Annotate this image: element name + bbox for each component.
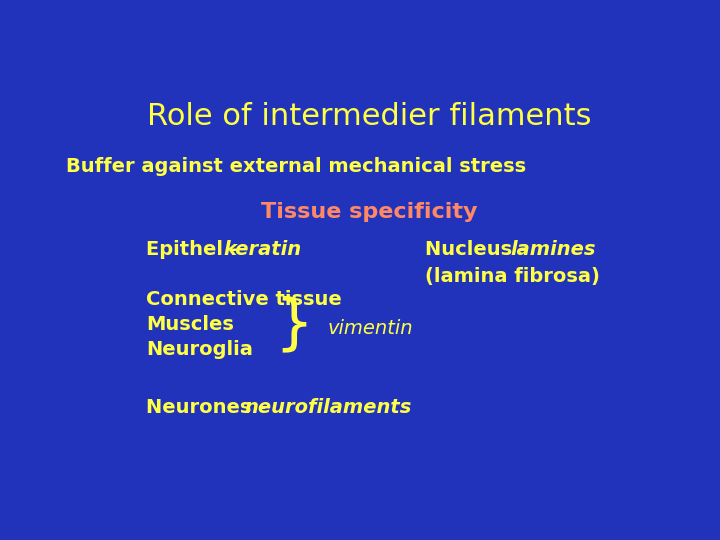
Text: (lamina fibrosa): (lamina fibrosa) <box>425 267 600 286</box>
Text: vimentin: vimentin <box>327 319 413 339</box>
Text: Role of intermedier filaments: Role of intermedier filaments <box>147 102 591 131</box>
Text: Epithel –: Epithel – <box>145 240 246 259</box>
Text: }: } <box>274 295 313 354</box>
Text: lamines: lamines <box>510 240 595 259</box>
Text: neurofilaments: neurofilaments <box>244 399 412 417</box>
Text: Tissue specificity: Tissue specificity <box>261 202 477 222</box>
Text: Neuroglia: Neuroglia <box>145 340 253 359</box>
Text: Connective tissue: Connective tissue <box>145 290 341 309</box>
Text: Buffer against external mechanical stress: Buffer against external mechanical stres… <box>66 157 526 176</box>
Text: Neurones -: Neurones - <box>145 399 273 417</box>
Text: keratin: keratin <box>223 240 302 259</box>
Text: Muscles: Muscles <box>145 315 234 334</box>
Text: Nucleus –: Nucleus – <box>425 240 535 259</box>
